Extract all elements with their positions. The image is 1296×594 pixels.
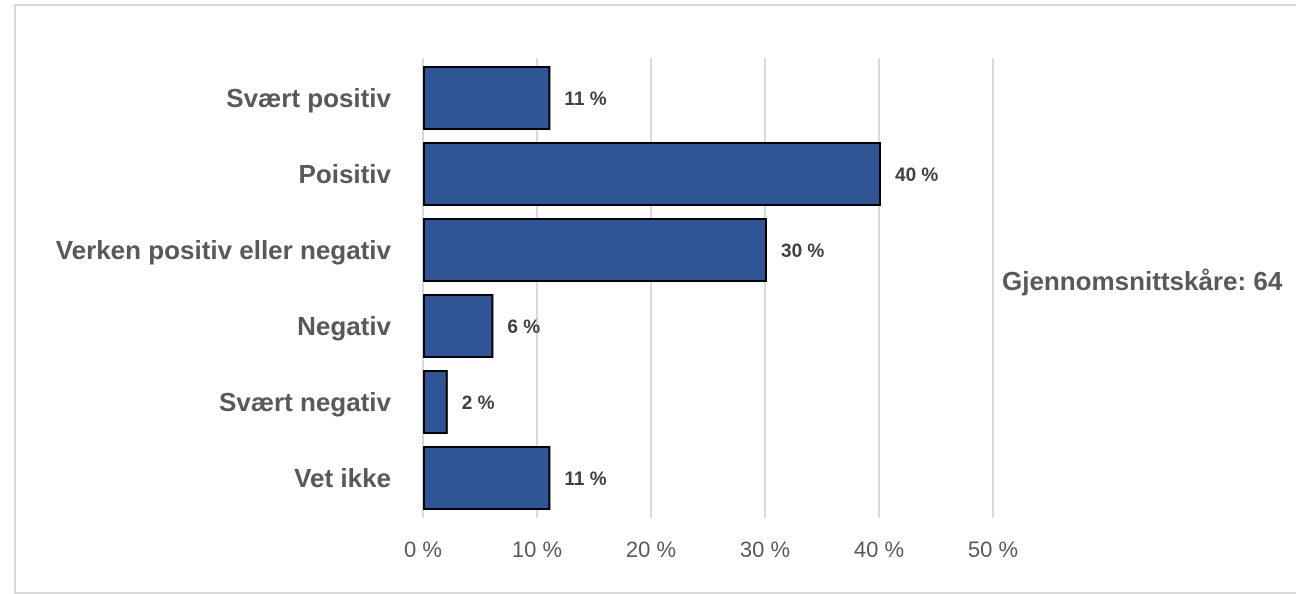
data-label: 40 % [895, 165, 938, 186]
x-tick-label: 50 % [968, 537, 1018, 562]
x-tick-label: 10 % [512, 537, 562, 562]
value-labels: 11 % 40 % 30 % 6 % 2 % 11 % [462, 89, 939, 490]
x-tick-label: 20 % [626, 537, 676, 562]
bars [423, 66, 881, 510]
bar [423, 370, 448, 434]
bar [423, 446, 551, 510]
category-label: Verken positiv eller negativ [56, 235, 392, 265]
data-label: 11 % [564, 469, 606, 490]
x-tick-label: 30 % [740, 537, 790, 562]
gridlines [422, 58, 994, 518]
data-label: 11 % [564, 89, 606, 110]
category-label: Vet ikke [294, 463, 391, 493]
category-label: Poisitiv [299, 159, 392, 189]
data-label: 6 % [507, 317, 540, 338]
x-tick-label: 40 % [854, 537, 904, 562]
category-label: Svært positiv [226, 83, 391, 113]
category-label: Svært negativ [219, 387, 391, 417]
data-label: 30 % [781, 241, 824, 262]
bar [423, 142, 881, 206]
category-label: Negativ [297, 311, 391, 341]
average-score-annotation: Gjennomsnittskåre: 64 [1002, 266, 1283, 296]
x-tick-labels: 0 % 10 % 20 % 30 % 40 % 50 % [404, 537, 1018, 562]
data-label: 2 % [462, 393, 495, 414]
category-labels: Svært positiv Poisitiv Verken positiv elle… [56, 83, 392, 493]
bar [423, 218, 767, 282]
bar [423, 66, 551, 130]
bar-chart: Svært positiv Poisitiv Verken positiv elle… [56, 58, 1283, 562]
bar [423, 294, 494, 358]
x-tick-label: 0 % [404, 537, 442, 562]
chart-frame [14, 4, 1296, 594]
